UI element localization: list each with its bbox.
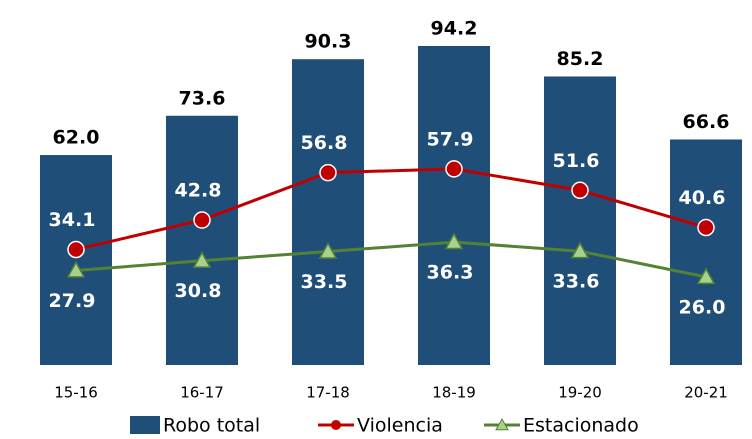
- line-value-label: 34.1: [49, 209, 96, 231]
- marker: [444, 232, 464, 250]
- x-tick-label: 19-20: [558, 384, 602, 402]
- legend-label: Robo total: [163, 415, 260, 437]
- line-value-label: 30.8: [175, 280, 222, 302]
- bar-value-label: 73.6: [179, 87, 226, 109]
- bar-value-label: 90.3: [305, 31, 352, 53]
- x-tick-label: 17-18: [306, 384, 350, 402]
- bar: [292, 59, 364, 366]
- legend-marker: [331, 420, 341, 430]
- line-value-label: 36.3: [427, 262, 474, 284]
- bar: [40, 155, 112, 365]
- legend-label: Estacionado: [523, 415, 639, 437]
- line-value-label: 51.6: [553, 150, 600, 172]
- x-tick-label: 18-19: [432, 384, 476, 402]
- x-tick-label: 16-17: [180, 384, 224, 402]
- line-value-label: 33.5: [301, 271, 348, 293]
- marker: [696, 267, 716, 285]
- bar-value-label: 62.0: [53, 127, 100, 149]
- line-value-label: 27.9: [49, 290, 96, 312]
- x-tick-label: 20-21: [684, 384, 728, 402]
- bar: [418, 46, 490, 365]
- legend-swatch: [130, 416, 160, 434]
- line-value-label: 33.6: [553, 271, 600, 293]
- marker: [319, 163, 337, 182]
- line: [75, 240, 707, 279]
- line-value-label: 56.8: [301, 132, 348, 154]
- line-value-label: 42.8: [175, 180, 222, 202]
- marker: [66, 260, 86, 278]
- line-value-label: 40.6: [679, 187, 726, 209]
- marker: [445, 160, 463, 178]
- line-value-label: 57.9: [427, 128, 474, 150]
- marker: [318, 242, 338, 259]
- x-tick-label: 15-16: [54, 384, 98, 402]
- bar: [166, 115, 238, 365]
- marker: [571, 181, 589, 200]
- marker: [67, 240, 85, 259]
- bar: [670, 139, 742, 365]
- marker: [193, 211, 211, 229]
- bar-value-label: 85.2: [557, 48, 604, 70]
- line: [75, 167, 707, 251]
- marker: [570, 241, 590, 259]
- legend-label: Violencia: [357, 415, 443, 437]
- line-value-label: 26.0: [679, 296, 726, 318]
- bar: [544, 76, 616, 365]
- legend-marker: [495, 417, 509, 431]
- bar-value-label: 94.2: [431, 18, 478, 40]
- bar-value-label: 66.6: [683, 111, 730, 133]
- marker: [697, 218, 715, 237]
- marker: [192, 251, 212, 268]
